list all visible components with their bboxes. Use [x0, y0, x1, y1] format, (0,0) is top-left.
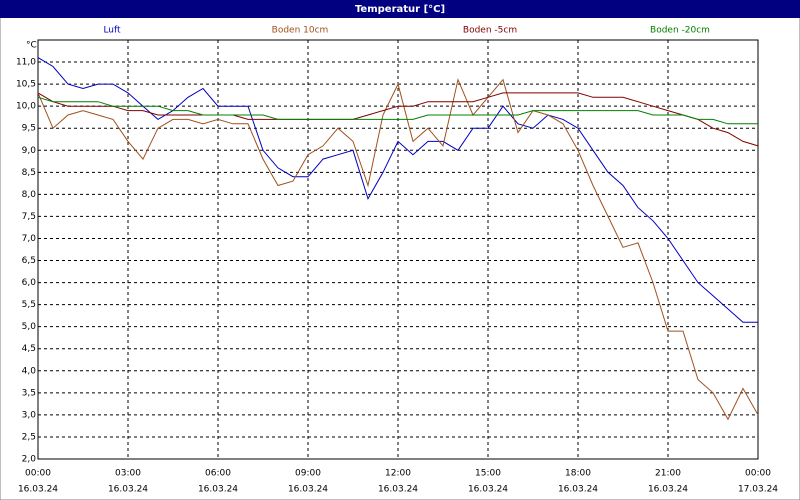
legend-entry: Luft — [103, 26, 121, 36]
y-tick-label: 2,0 — [22, 455, 37, 465]
y-tick-label: 3,0 — [22, 410, 37, 420]
x-tick-date: 17.03.24 — [738, 485, 778, 495]
x-tick-label: 00:00 — [25, 469, 51, 479]
y-tick-label: 6,5 — [22, 256, 36, 266]
y-tick-label: 8,0 — [22, 190, 37, 200]
x-tick-date: 16.03.24 — [648, 485, 688, 495]
x-tick-label: 18:00 — [565, 469, 591, 479]
x-tick-label: 00:00 — [745, 469, 771, 479]
y-tick-label: 7,5 — [22, 212, 36, 222]
plot-border — [37, 39, 759, 460]
y-unit: °C — [26, 41, 37, 51]
y-tick-label: 2,5 — [22, 432, 36, 442]
x-tick-date: 16.03.24 — [288, 485, 328, 495]
x-tick-label: 21:00 — [655, 469, 681, 479]
y-tick-label: 8,5 — [22, 168, 36, 178]
x-tick-date: 16.03.24 — [108, 485, 148, 495]
x-tick-label: 03:00 — [115, 469, 141, 479]
y-tick-label: 10,0 — [16, 102, 36, 112]
chart-title: Temperatur [°C] — [355, 4, 445, 15]
x-tick-label: 15:00 — [475, 469, 501, 479]
legend-entry: Boden -20cm — [650, 26, 710, 36]
y-tick-label: 3,5 — [22, 388, 36, 398]
data-line — [37, 92, 759, 147]
y-tick-label: 9,5 — [22, 124, 36, 134]
x-tick-label: 09:00 — [295, 469, 321, 479]
data-line — [37, 96, 758, 125]
y-tick-label: 5,0 — [22, 322, 37, 332]
data-line — [37, 78, 759, 421]
title-bar — [0, 0, 800, 18]
legend-entry: Boden 10cm — [272, 26, 329, 36]
data-line — [37, 57, 758, 323]
y-tick-label: 4,5 — [22, 344, 36, 354]
y-tick-label: 7,0 — [22, 234, 37, 244]
x-tick-label: 12:00 — [385, 469, 411, 479]
y-tick-label: 4,0 — [22, 366, 37, 376]
y-tick-label: 10,5 — [16, 80, 36, 90]
x-tick-date: 16.03.24 — [378, 485, 418, 495]
x-tick-date: 16.03.24 — [558, 485, 598, 495]
y-tick-label: 5,5 — [22, 300, 36, 310]
x-tick-label: 06:00 — [205, 469, 231, 479]
y-tick-label: 6,0 — [22, 278, 37, 288]
legend-entry: Boden -5cm — [463, 26, 517, 36]
x-tick-date: 16.03.24 — [468, 485, 508, 495]
x-tick-date: 16.03.24 — [198, 485, 238, 495]
x-tick-date: 16.03.24 — [18, 485, 58, 495]
y-tick-label: 9,0 — [22, 146, 37, 156]
y-tick-label: 11,0 — [16, 58, 36, 68]
